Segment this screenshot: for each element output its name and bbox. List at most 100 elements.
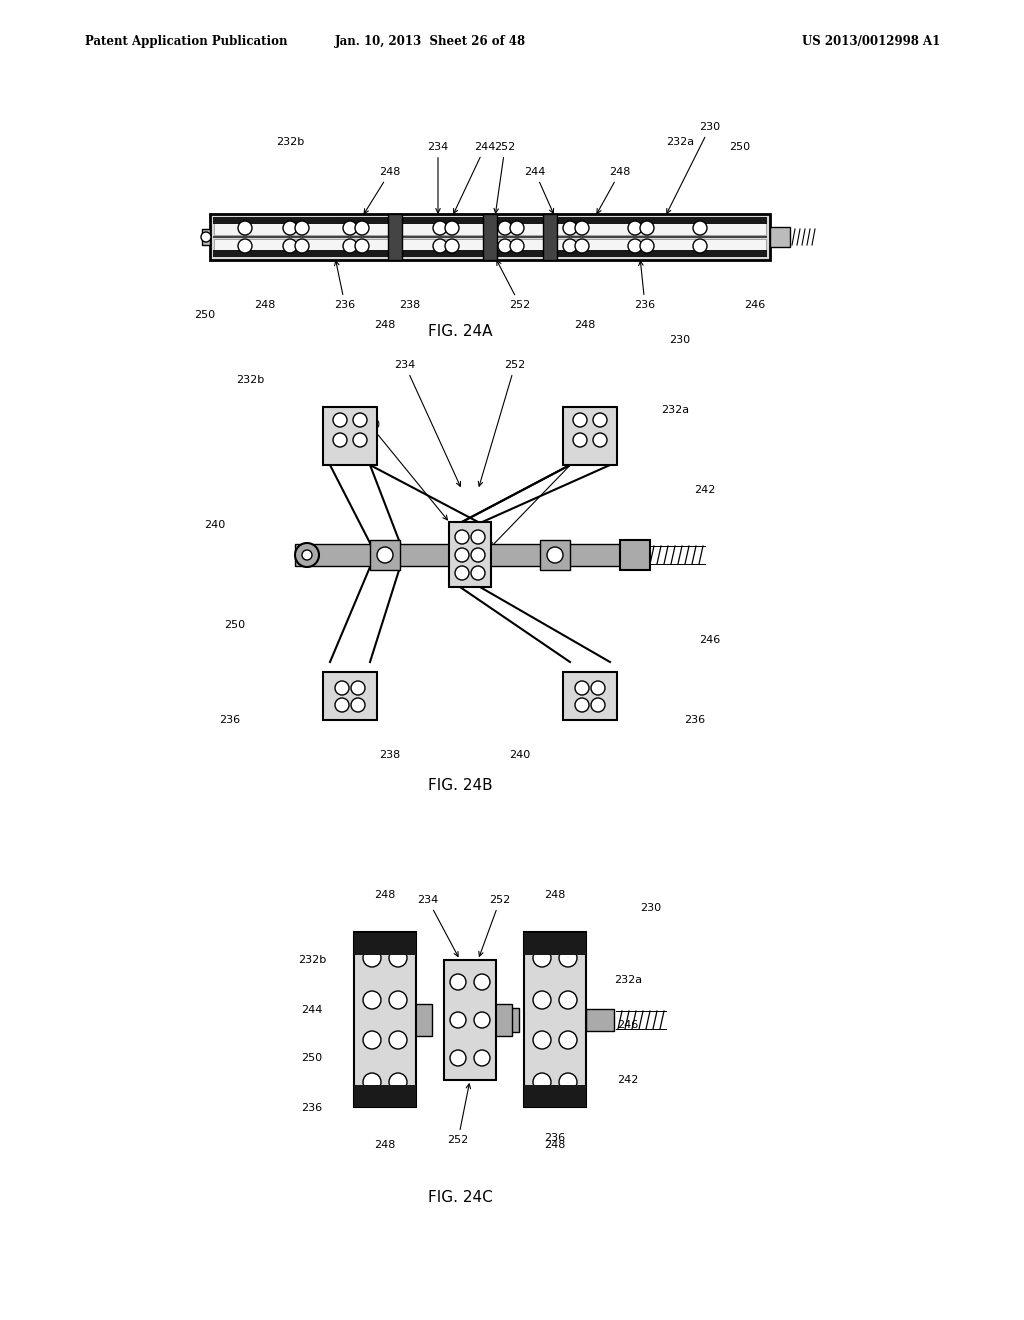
Circle shape [573,413,587,426]
Bar [210,214,770,260]
Circle shape [498,239,512,253]
Circle shape [333,433,347,447]
Circle shape [628,220,642,235]
Circle shape [510,220,524,235]
Circle shape [201,232,211,242]
Bar [483,214,497,260]
Text: 244: 244 [301,1005,323,1015]
Text: 236: 236 [545,1133,565,1143]
Text: 252: 252 [447,1084,470,1144]
Text: 248: 248 [574,319,596,330]
Text: 244: 244 [524,168,554,214]
Circle shape [302,550,312,560]
Text: 236: 236 [635,261,655,310]
Circle shape [640,220,654,235]
Circle shape [343,239,357,253]
Circle shape [295,543,319,568]
Bar [354,932,416,1107]
Circle shape [389,949,407,968]
Bar [444,960,496,1080]
Circle shape [295,220,309,235]
Circle shape [362,1031,381,1049]
Text: 250: 250 [359,420,447,520]
Circle shape [343,220,357,235]
Text: 232a: 232a [666,137,694,147]
Bar [213,236,767,238]
Bar [494,1005,512,1036]
Text: 236: 236 [301,1104,323,1113]
Circle shape [355,239,369,253]
Circle shape [433,239,447,253]
Text: 236: 236 [335,261,355,310]
Bar [540,540,570,570]
Circle shape [283,220,297,235]
Circle shape [693,220,707,235]
Circle shape [575,220,589,235]
Bar [202,228,210,246]
Circle shape [335,681,349,696]
Circle shape [455,548,469,562]
Circle shape [351,681,365,696]
Bar [354,933,416,954]
Text: 234: 234 [394,360,461,486]
Circle shape [474,1012,490,1028]
Circle shape [563,220,577,235]
Text: FIG. 24B: FIG. 24B [428,777,493,792]
Text: 246: 246 [617,1020,639,1030]
Circle shape [559,991,577,1008]
Text: 230: 230 [640,903,662,913]
Circle shape [362,1073,381,1092]
Circle shape [640,239,654,253]
Circle shape [351,698,365,711]
Bar [563,672,617,719]
Circle shape [433,220,447,235]
Text: 232b: 232b [275,137,304,147]
Text: 248: 248 [597,168,631,214]
Bar [323,407,377,465]
Circle shape [471,566,485,579]
Text: 244: 244 [490,450,591,546]
Text: 252: 252 [479,895,511,956]
Circle shape [547,546,563,564]
Circle shape [559,1073,577,1092]
Bar [213,216,767,224]
Circle shape [445,239,459,253]
Circle shape [333,413,347,426]
Bar [586,1008,614,1031]
Circle shape [471,548,485,562]
Bar [524,1085,586,1107]
Text: 242: 242 [617,1074,639,1085]
Text: 250: 250 [729,143,751,152]
Text: 246: 246 [744,300,766,310]
Circle shape [593,433,607,447]
Bar [370,540,400,570]
Circle shape [534,949,551,968]
Text: 252: 252 [478,360,525,486]
Text: 230: 230 [670,335,690,345]
Circle shape [474,974,490,990]
Circle shape [445,220,459,235]
Bar [524,932,586,1107]
Circle shape [362,949,381,968]
Circle shape [498,220,512,235]
Circle shape [238,239,252,253]
Circle shape [559,1031,577,1049]
Text: 248: 248 [365,168,400,214]
Circle shape [450,1012,466,1028]
Circle shape [283,239,297,253]
Circle shape [377,546,393,564]
Bar [323,672,377,719]
Text: 234: 234 [427,143,449,213]
Text: 232b: 232b [236,375,264,385]
Text: 232b: 232b [298,954,326,965]
Text: 248: 248 [375,890,395,900]
Circle shape [534,1073,551,1092]
Circle shape [563,239,577,253]
Circle shape [693,239,707,253]
Circle shape [575,681,589,696]
Bar [449,521,490,587]
Bar [295,544,645,566]
Circle shape [628,239,642,253]
Circle shape [559,949,577,968]
Circle shape [353,413,367,426]
